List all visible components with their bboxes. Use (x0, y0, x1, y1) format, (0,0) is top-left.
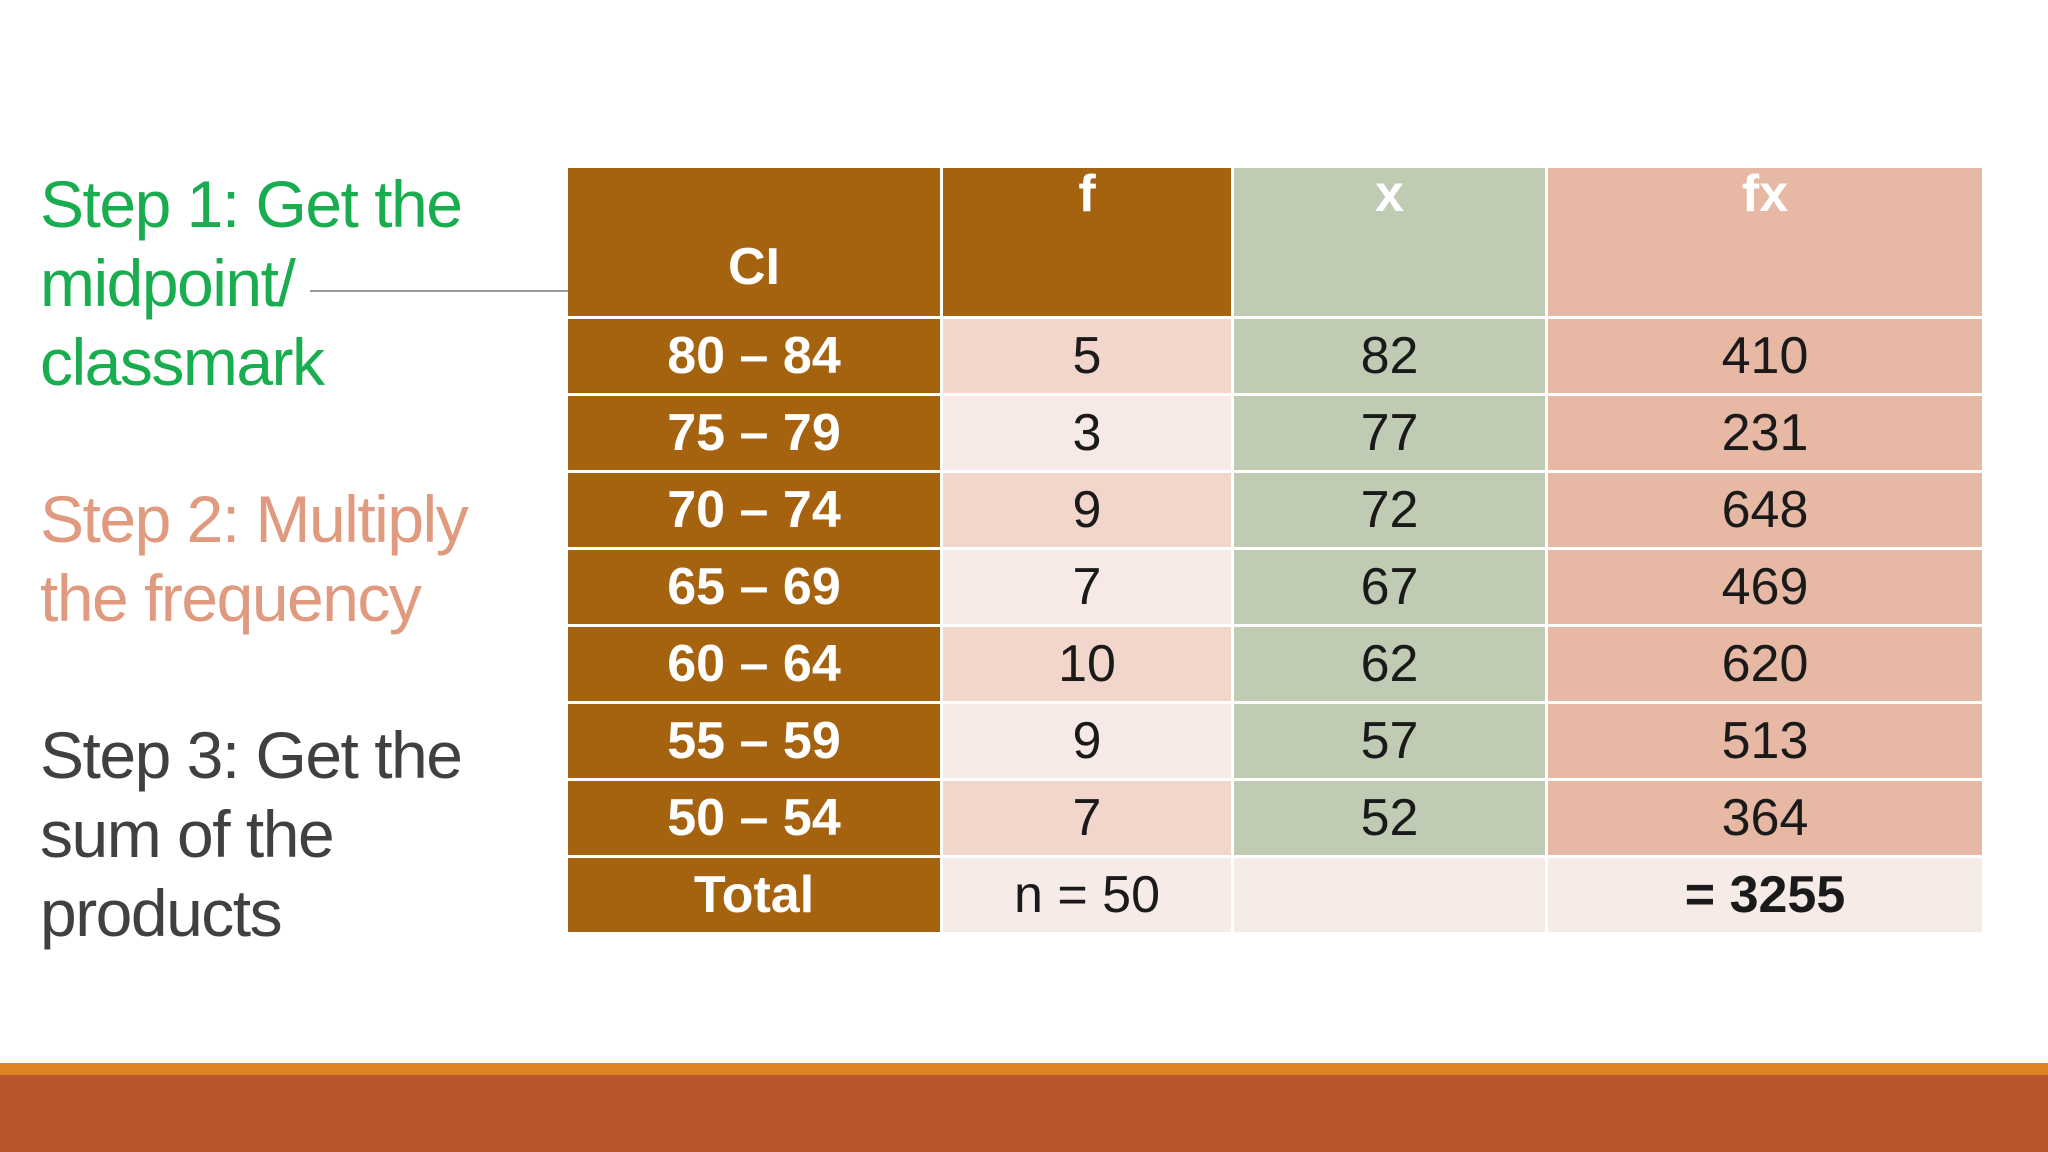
steps-list: Step 1: Get the midpoint/ classmark Step… (40, 165, 540, 953)
row-4-fx: 469 (1548, 550, 1982, 624)
row-7-x: 52 (1234, 781, 1545, 855)
row-2-x: 77 (1234, 396, 1545, 470)
row-3-x: 72 (1234, 473, 1545, 547)
row-2-ci: 75 – 79 (568, 396, 940, 470)
total-fx: = 3255 (1548, 858, 1982, 932)
step-2-text: Step 2: Multiply the frequency (40, 482, 469, 635)
row-3-fx: 648 (1548, 473, 1982, 547)
row-5-f: 10 (943, 627, 1231, 701)
row-1-fx: 410 (1548, 319, 1982, 393)
footer-bar (0, 1075, 2048, 1152)
row-1-ci: 80 – 84 (568, 319, 940, 393)
row-5-fx: 620 (1548, 627, 1982, 701)
step-3-text: Step 3: Get the sum of the products (40, 718, 463, 950)
header-f: f (943, 165, 1231, 316)
total-x (1234, 858, 1545, 932)
row-2-fx: 231 (1548, 396, 1982, 470)
row-2-f: 3 (943, 396, 1231, 470)
row-7-fx: 364 (1548, 781, 1982, 855)
frequency-table: CI f x fx 80 – 84 5 82 410 75 – 79 3 77 … (568, 165, 1982, 932)
row-1-f: 5 (943, 319, 1231, 393)
header-ci: CI (568, 168, 940, 316)
total-n: n = 50 (943, 858, 1231, 932)
row-7-ci: 50 – 54 (568, 781, 940, 855)
row-4-x: 67 (1234, 550, 1545, 624)
row-5-x: 62 (1234, 627, 1545, 701)
row-4-f: 7 (943, 550, 1231, 624)
connector-line (310, 290, 570, 292)
row-6-f: 9 (943, 704, 1231, 778)
row-5-ci: 60 – 64 (568, 627, 940, 701)
row-6-x: 57 (1234, 704, 1545, 778)
row-3-ci: 70 – 74 (568, 473, 940, 547)
row-6-fx: 513 (1548, 704, 1982, 778)
footer-stripe (0, 1063, 2048, 1075)
row-3-f: 9 (943, 473, 1231, 547)
header-x: x (1234, 165, 1545, 316)
step-1-text: Step 1: Get the midpoint/ classmark (40, 167, 463, 399)
row-6-ci: 55 – 59 (568, 704, 940, 778)
total-label: Total (568, 858, 940, 932)
row-4-ci: 65 – 69 (568, 550, 940, 624)
header-fx: fx (1548, 165, 1982, 316)
row-1-x: 82 (1234, 319, 1545, 393)
row-7-f: 7 (943, 781, 1231, 855)
